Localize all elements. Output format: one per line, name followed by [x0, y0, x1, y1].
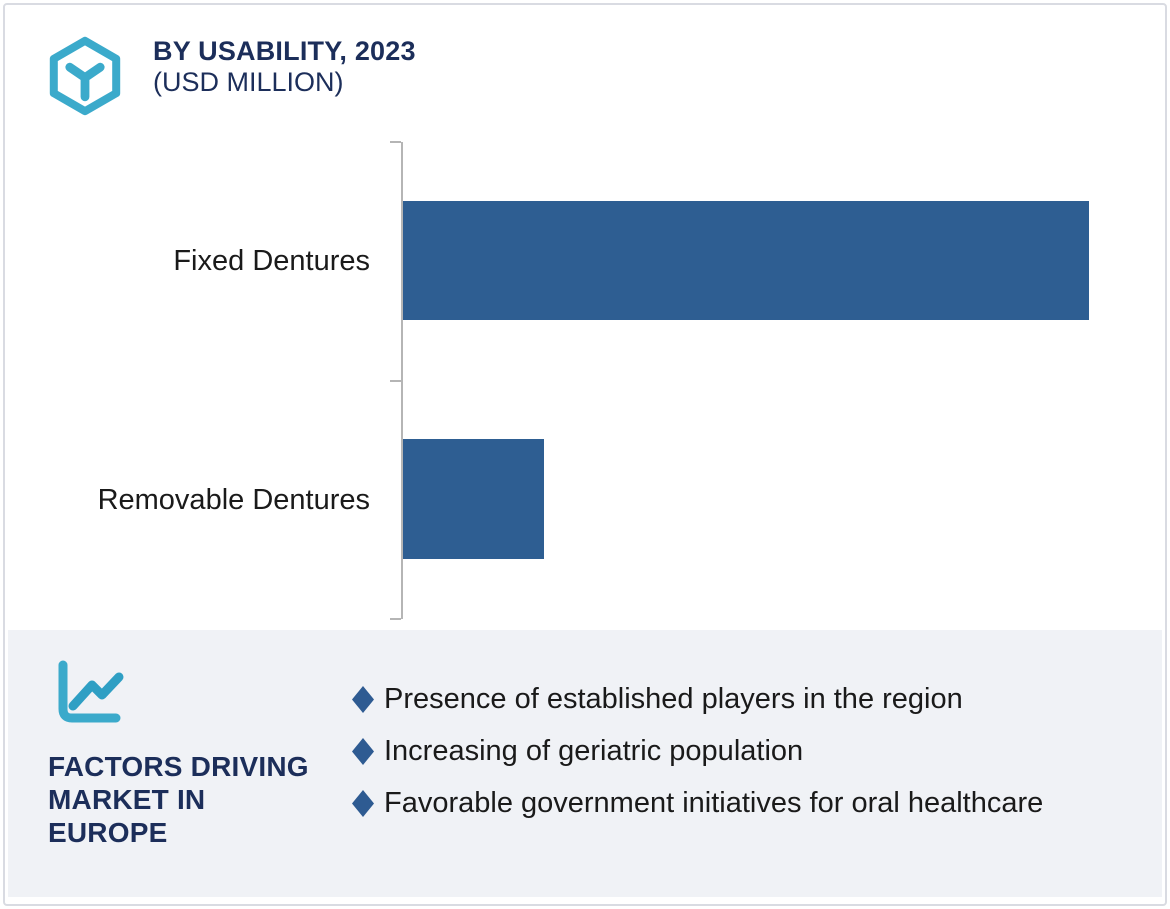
- factors-heading: FACTORS DRIVING MARKET IN EUROPE: [48, 750, 309, 849]
- chart-subtitle: (USD MILLION): [153, 67, 344, 97]
- bar-removable-dentures: [403, 439, 545, 559]
- chart-header: BY USABILITY, 2023 (USD MILLION): [153, 36, 416, 98]
- category-label-fixed-dentures: Fixed Dentures: [173, 245, 370, 277]
- list-item: Presence of established players in the r…: [352, 673, 1043, 725]
- factors-panel: FACTORS DRIVING MARKET IN EUROPE Presenc…: [8, 630, 1162, 897]
- axis-tick-bottom: [390, 618, 401, 620]
- axis-tick-top: [390, 141, 401, 143]
- diamond-bullet-icon: [352, 686, 374, 713]
- y-axis: [390, 141, 403, 620]
- factor-text: Increasing of geriatric population: [384, 735, 804, 767]
- factor-text: Favorable government initiatives for ora…: [384, 787, 1044, 819]
- list-item: Favorable government initiatives for ora…: [352, 777, 1043, 829]
- bar-fixed-dentures: [403, 201, 1089, 320]
- diamond-bullet-icon: [352, 790, 374, 817]
- diamond-bullet-icon: [352, 738, 374, 765]
- factors-heading-line-1: FACTORS DRIVING: [48, 751, 309, 782]
- category-label-removable-dentures: Removable Dentures: [97, 484, 370, 516]
- plot-area: [403, 142, 1150, 619]
- chart-title: BY USABILITY, 2023: [153, 36, 416, 66]
- list-item: Increasing of geriatric population: [352, 725, 1043, 777]
- line-chart-icon: [58, 660, 124, 723]
- factors-heading-line-2: MARKET IN: [48, 784, 206, 815]
- axis-tick-middle: [390, 379, 401, 382]
- hexagon-y-logo-icon: [49, 36, 121, 116]
- factor-text: Presence of established players in the r…: [384, 683, 963, 715]
- factors-list: Presence of established players in the r…: [352, 673, 1043, 829]
- factors-heading-line-3: EUROPE: [48, 817, 168, 848]
